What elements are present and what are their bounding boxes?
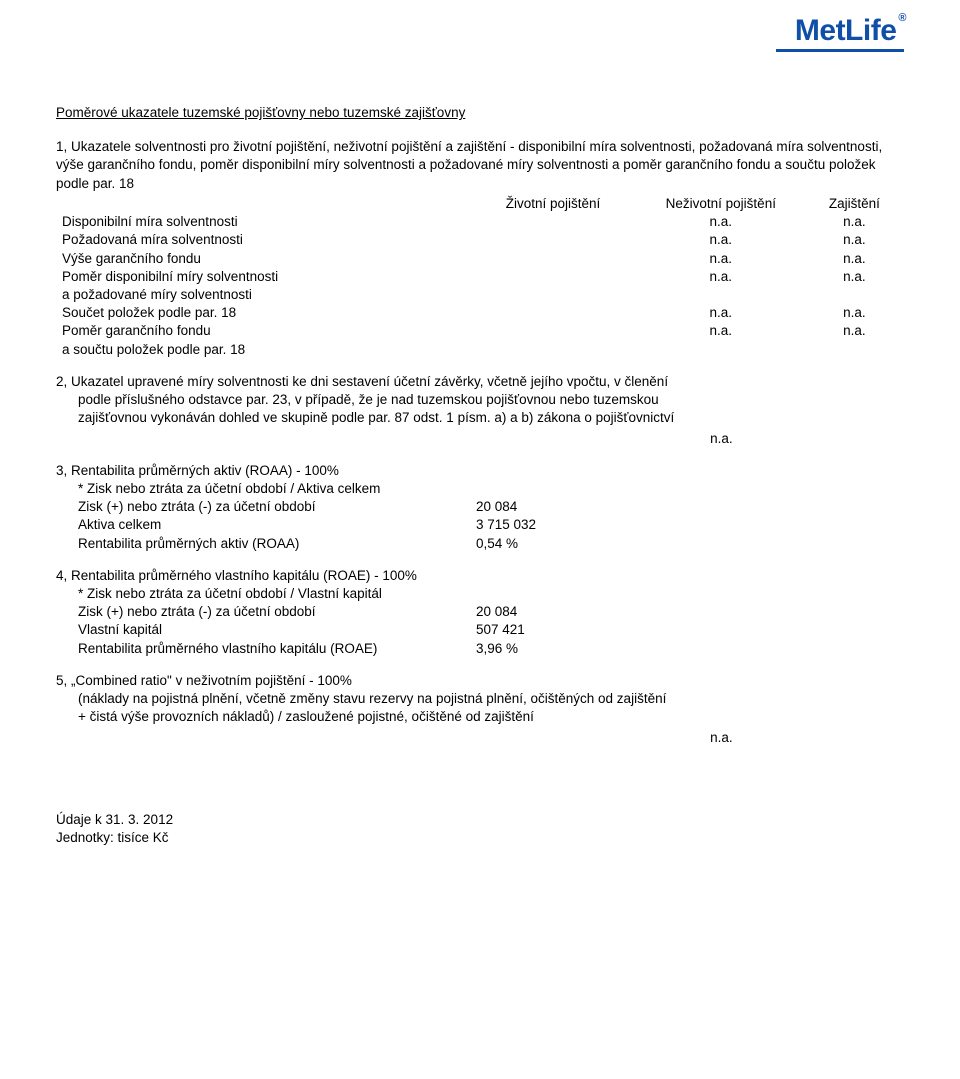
section-4-title: 4, Rentabilita průměrného vlastního kapi… [56, 567, 904, 585]
section-2-value: n.a. [637, 430, 805, 448]
table-row: Poměr disponibilní míry solventnosti n.a… [56, 268, 904, 286]
section-4-formula: * Zisk nebo ztráta za účetní období / Vl… [56, 585, 904, 603]
section-2-text-1: 2, Ukazatel upravené míry solventnosti k… [56, 373, 904, 391]
table-row: Aktiva celkem 3 715 032 [56, 516, 586, 534]
section-2: 2, Ukazatel upravené míry solventnosti k… [56, 373, 904, 448]
table-row: a součtu položek podle par. 18 [56, 341, 904, 359]
page-content: Poměrové ukazatele tuzemské pojišťovny n… [0, 0, 960, 847]
section-2-text-2: podle příslušného odstavce par. 23, v př… [56, 391, 904, 409]
section-2-text-3: zajišťovnou vykonáván dohled ve skupině … [56, 409, 904, 427]
section-3-formula: * Zisk nebo ztráta za účetní období / Ak… [56, 480, 904, 498]
section-4: 4, Rentabilita průměrného vlastního kapi… [56, 567, 904, 658]
col-header-life: Životní pojištění [469, 195, 637, 213]
footer-date: Údaje k 31. 3. 2012 [56, 811, 904, 829]
table-row: Poměr garančního fondu n.a. n.a. [56, 322, 904, 340]
table-row: a požadované míry solventnosti [56, 286, 904, 304]
section-5-title: 5, „Combined ratio" v neživotním pojiště… [56, 672, 904, 690]
table-row: Zisk (+) nebo ztráta (-) za účetní obdob… [56, 498, 586, 516]
section-3-title: 3, Rentabilita průměrných aktiv (ROAA) -… [56, 462, 904, 480]
col-header-reins: Zajištění [805, 195, 904, 213]
table-row: Výše garančního fondu n.a. n.a. [56, 250, 904, 268]
table-row: Požadovaná míra solventnosti n.a. n.a. [56, 231, 904, 249]
table-row: Vlastní kapitál 507 421 [56, 621, 586, 639]
logo-text: MetLife® [795, 14, 904, 48]
footer-units: Jednotky: tisíce Kč [56, 829, 904, 847]
section-5-value: n.a. [637, 729, 805, 747]
table-row: Rentabilita průměrných aktiv (ROAA) 0,54… [56, 535, 586, 553]
logo-underline [776, 49, 904, 52]
table-row: Rentabilita průměrného vlastního kapitál… [56, 640, 586, 658]
page-footer: Údaje k 31. 3. 2012 Jednotky: tisíce Kč [56, 811, 904, 847]
table-header-row: Životní pojištění Neživotní pojištění Za… [56, 195, 904, 213]
table-row: Disponibilní míra solventnosti n.a. n.a. [56, 213, 904, 231]
section-1-table: Životní pojištění Neživotní pojištění Za… [56, 195, 904, 359]
brand-logo: MetLife® [776, 14, 904, 52]
section-3: 3, Rentabilita průměrných aktiv (ROAA) -… [56, 462, 904, 553]
logo-wordmark: MetLife [795, 14, 897, 47]
section-1-intro: 1, Ukazatele solventnosti pro životní po… [56, 138, 904, 193]
table-row: Zisk (+) nebo ztráta (-) za účetní obdob… [56, 603, 586, 621]
col-header-nonlife: Neživotní pojištění [637, 195, 805, 213]
registered-icon: ® [898, 12, 906, 24]
table-row: Součet položek podle par. 18 n.a. n.a. [56, 304, 904, 322]
section-5-line1: (náklady na pojistná plnění, včetně změn… [56, 690, 904, 708]
section-5: 5, „Combined ratio" v neživotním pojiště… [56, 672, 904, 747]
page-title: Poměrové ukazatele tuzemské pojišťovny n… [56, 104, 904, 122]
section-5-line2: + čistá výše provozních nákladů) / zaslo… [56, 708, 904, 726]
